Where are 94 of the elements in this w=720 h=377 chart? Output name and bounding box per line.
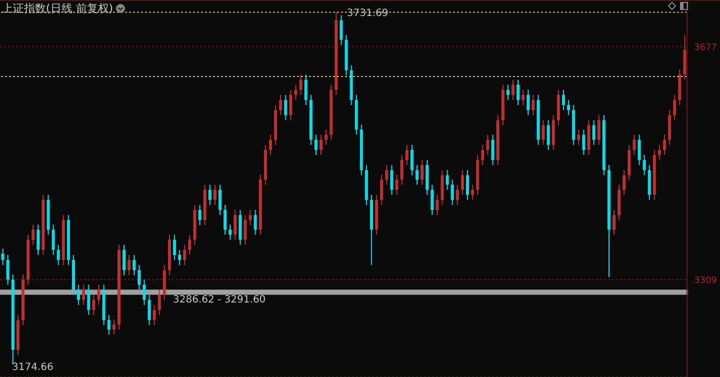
y-tick-label: 3677 bbox=[694, 43, 717, 54]
candlestick bbox=[320, 134, 323, 156]
candlestick bbox=[289, 89, 292, 121]
candlestick bbox=[567, 99, 570, 116]
candlestick bbox=[486, 134, 490, 156]
candlestick bbox=[87, 284, 90, 316]
candlestick bbox=[1, 248, 4, 266]
annotation: 3731.69 bbox=[346, 8, 388, 19]
candlestick bbox=[112, 318, 116, 336]
candlestick bbox=[673, 94, 676, 121]
candlestick bbox=[400, 154, 404, 186]
candlestick bbox=[663, 134, 666, 156]
annotation: 3174.66 bbox=[12, 362, 54, 373]
candlestick bbox=[516, 79, 520, 106]
candlestick bbox=[491, 134, 494, 166]
candlestick bbox=[299, 74, 302, 96]
candlestick bbox=[188, 234, 192, 256]
candlestick bbox=[420, 160, 424, 186]
candlestick bbox=[92, 294, 96, 316]
candlestick bbox=[415, 164, 418, 186]
candlestick bbox=[178, 249, 182, 266]
candlestick bbox=[244, 214, 247, 246]
candlestick bbox=[97, 284, 100, 306]
candlestick bbox=[471, 184, 474, 200]
candlestick bbox=[410, 144, 414, 176]
candlestick bbox=[36, 224, 40, 256]
candlestick bbox=[122, 244, 126, 276]
candlestick bbox=[142, 279, 146, 306]
candlestick bbox=[314, 134, 318, 156]
candlestick bbox=[6, 254, 10, 286]
candlestick bbox=[390, 164, 394, 196]
candlestick bbox=[562, 89, 565, 111]
candlestick bbox=[254, 210, 257, 236]
candlestick bbox=[385, 164, 388, 186]
candlestick bbox=[279, 94, 282, 116]
candlestick bbox=[128, 254, 131, 276]
candlestick bbox=[77, 284, 80, 306]
candlestick bbox=[152, 304, 156, 326]
candlestick bbox=[460, 170, 464, 196]
candlestick bbox=[198, 204, 202, 226]
candlestick bbox=[577, 129, 580, 146]
candlestick bbox=[218, 184, 222, 216]
candlestick bbox=[456, 184, 459, 206]
candlestick bbox=[380, 174, 384, 206]
candlestick bbox=[450, 179, 454, 206]
candlestick bbox=[638, 134, 641, 166]
candlestick bbox=[248, 210, 252, 226]
candlestick bbox=[481, 144, 484, 166]
candlestick bbox=[642, 154, 646, 176]
candlestick bbox=[294, 84, 298, 100]
candlestick bbox=[622, 170, 626, 196]
candlestick bbox=[132, 254, 136, 276]
candlestick bbox=[173, 234, 176, 260]
band-label: 3286.62 - 3291.60 bbox=[173, 294, 266, 306]
candlestick bbox=[138, 264, 141, 290]
candlestick bbox=[522, 89, 525, 106]
candlestick bbox=[234, 210, 237, 240]
candlestick bbox=[592, 120, 596, 146]
candlestick bbox=[213, 184, 216, 206]
candlestick bbox=[612, 210, 616, 236]
candlestick bbox=[532, 94, 535, 116]
candlestick bbox=[632, 134, 636, 156]
candlestick bbox=[446, 170, 449, 190]
candlestick bbox=[158, 289, 161, 316]
candlestick bbox=[82, 284, 86, 306]
chart-title: 上证指数(日线 前复权) bbox=[2, 1, 114, 16]
candlestick bbox=[436, 194, 439, 216]
candlestick bbox=[107, 314, 110, 336]
candlestick bbox=[56, 244, 60, 266]
candlestick bbox=[183, 244, 186, 266]
candlestick bbox=[395, 174, 398, 196]
candlestick bbox=[658, 144, 661, 161]
candlestick bbox=[340, 14, 343, 46]
candlestick bbox=[32, 224, 35, 246]
candlestick bbox=[268, 134, 272, 156]
candlestick bbox=[224, 204, 227, 236]
y-tick-label: 3309 bbox=[694, 276, 718, 286]
candlestick bbox=[430, 184, 434, 216]
candlestick bbox=[52, 224, 55, 256]
candlestick bbox=[526, 89, 530, 116]
candlestick bbox=[506, 84, 510, 100]
candlestick bbox=[597, 114, 600, 146]
candlestick bbox=[582, 129, 586, 156]
candlestick bbox=[405, 144, 408, 166]
candlestick bbox=[466, 170, 469, 200]
candlestick bbox=[148, 294, 151, 326]
candlestick bbox=[546, 120, 550, 150]
candlestick bbox=[324, 129, 328, 146]
candlestick bbox=[208, 184, 212, 206]
candlestick bbox=[284, 94, 288, 121]
candlestick bbox=[511, 79, 514, 100]
candlestick bbox=[304, 74, 308, 106]
candlestick bbox=[542, 120, 545, 146]
candlestick bbox=[228, 224, 232, 240]
